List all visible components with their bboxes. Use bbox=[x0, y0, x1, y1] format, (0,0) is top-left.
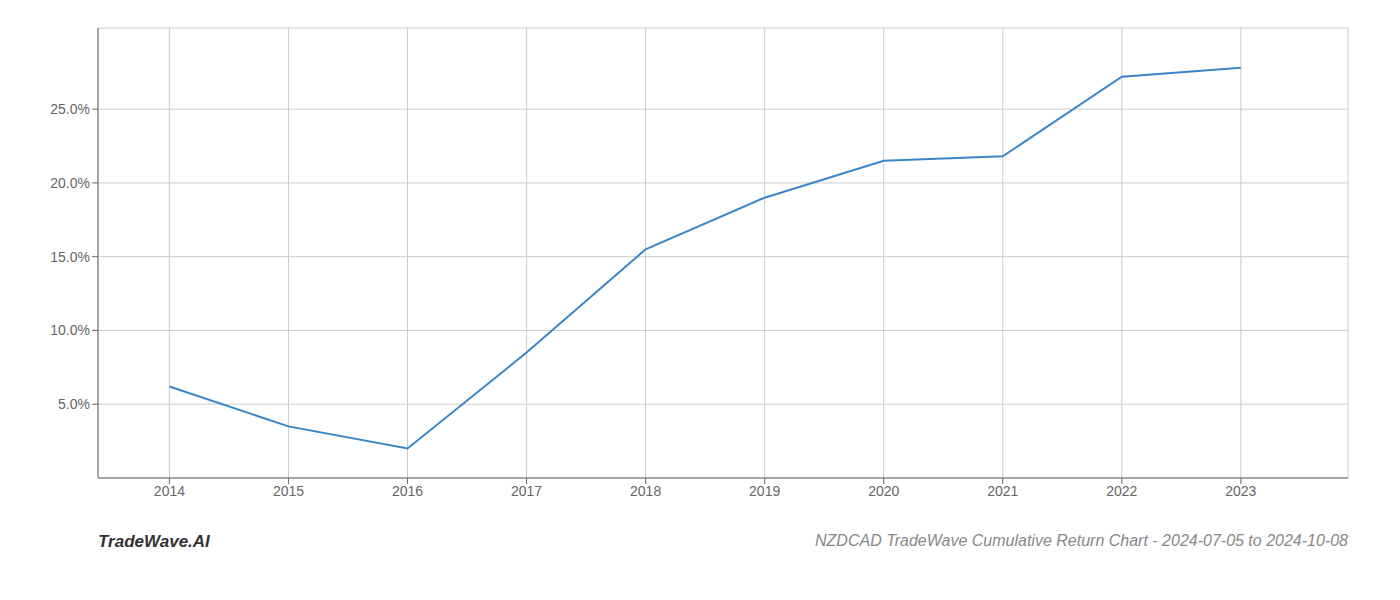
html-text:TradeWave.AI: TradeWave.AI bbox=[98, 532, 210, 551]
svg-text:2018: 2018 bbox=[630, 483, 661, 499]
svg-text:2016: 2016 bbox=[392, 483, 423, 499]
svg-text:2019: 2019 bbox=[749, 483, 780, 499]
svg-text:2020: 2020 bbox=[868, 483, 899, 499]
svg-text:2023: 2023 bbox=[1225, 483, 1256, 499]
svg-text:25.0%: 25.0% bbox=[50, 101, 90, 117]
svg-text:2022: 2022 bbox=[1106, 483, 1137, 499]
html-text:NZDCAD TradeWave Cumulative Re: NZDCAD TradeWave Cumulative Return Chart… bbox=[815, 532, 1348, 549]
svg-text:20.0%: 20.0% bbox=[50, 175, 90, 191]
svg-text:2021: 2021 bbox=[987, 483, 1018, 499]
svg-text:5.0%: 5.0% bbox=[58, 396, 90, 412]
svg-text:10.0%: 10.0% bbox=[50, 322, 90, 338]
svg-text:2014: 2014 bbox=[154, 483, 185, 499]
svg-text:2017: 2017 bbox=[511, 483, 542, 499]
svg-text:2015: 2015 bbox=[273, 483, 304, 499]
svg-text:15.0%: 15.0% bbox=[50, 249, 90, 265]
